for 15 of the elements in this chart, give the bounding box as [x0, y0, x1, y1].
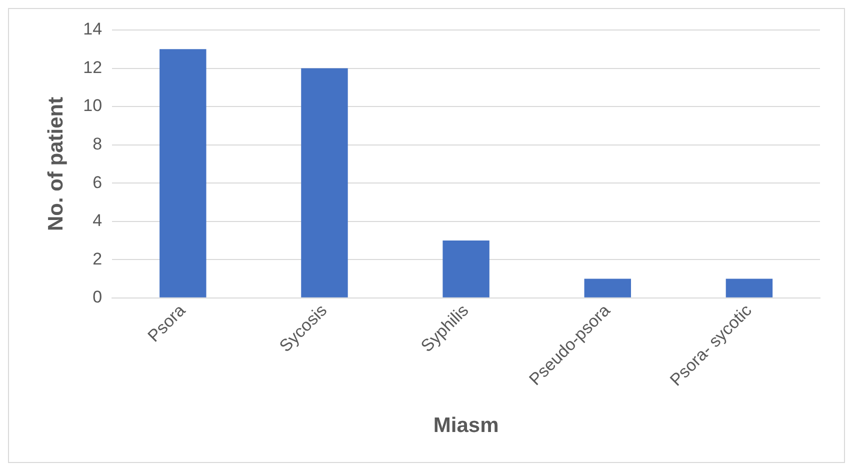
x-axis-title: Miasm [433, 414, 499, 438]
bar [301, 68, 348, 298]
bar [726, 278, 773, 298]
y-tick-label: 10 [83, 96, 102, 116]
y-tick-label: 14 [83, 20, 102, 39]
y-tick-label: 12 [83, 58, 102, 77]
y-axis-title: No. of patient [44, 96, 68, 232]
bar [442, 240, 490, 298]
y-tick-label: 2 [92, 249, 102, 268]
y-tick-label: 0 [92, 288, 102, 307]
bar [160, 49, 206, 298]
bar [584, 278, 631, 298]
y-tick-label: 6 [92, 172, 102, 192]
y-tick-label: 4 [92, 211, 102, 230]
y-tick-label: 8 [92, 134, 102, 154]
